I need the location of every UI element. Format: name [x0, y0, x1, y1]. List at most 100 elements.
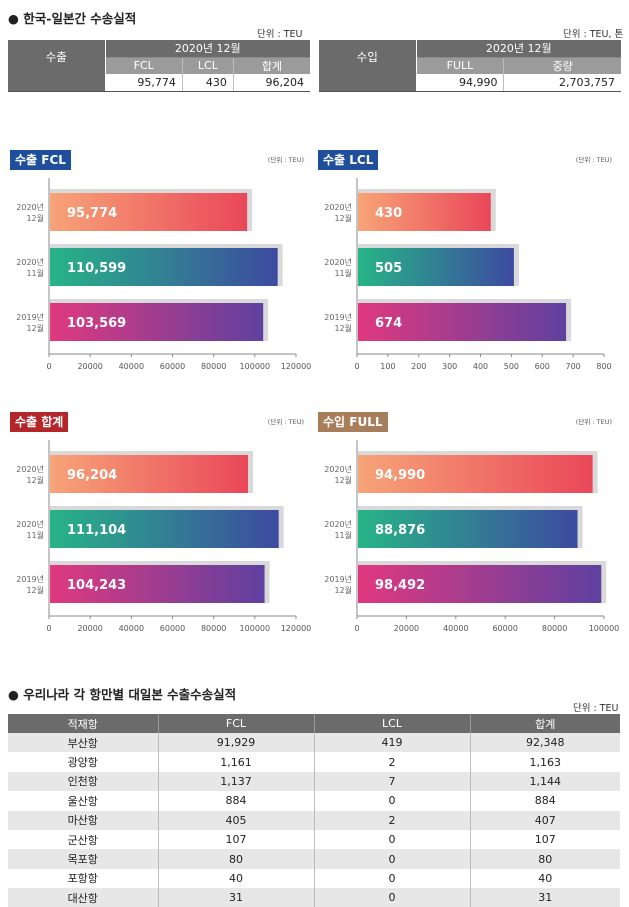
section-title-korea-japan: ● 한국-일본간 수송실적 — [8, 11, 137, 26]
cell-total: 1,144 — [470, 771, 620, 792]
cell-total: 80 — [470, 849, 620, 869]
category-label: 2019년 — [324, 312, 352, 322]
category-label: 2020년 — [16, 257, 44, 267]
ports-table: 적재항 FCL LCL 합계 부산항 91,929 419 92,348 광양항 1,16… — [8, 714, 620, 907]
chart-export-total: 수출 합계 (단위 : TEU) 0 20000 40000 60000 80000 10… — [10, 412, 312, 642]
cell-port: 포항항 — [8, 868, 159, 889]
import-label: 수입 — [319, 40, 417, 74]
export-header-fcl: FCL — [105, 57, 183, 74]
bar — [50, 303, 264, 341]
category-label: 11월 — [26, 530, 44, 540]
category-label: 12월 — [26, 585, 44, 595]
chart-unit-label: (단위 : TEU) — [575, 418, 612, 426]
x-tick-label: 100000 — [240, 362, 271, 371]
bar-data-label: 104,243 — [67, 578, 126, 593]
x-tick-label: 60000 — [160, 624, 185, 633]
table-row: 마산항 405 2 407 — [8, 810, 620, 830]
chart-badge: 수입 FULL — [318, 412, 388, 432]
table-row: 광양항 1,161 2 1,163 — [8, 752, 620, 772]
import-period: 2020년 12월 — [416, 40, 621, 58]
category-label: 2019년 — [16, 574, 44, 584]
x-tick-label: 800 — [596, 362, 611, 371]
chart-badge: 수출 합계 — [10, 412, 69, 432]
ports-header-lcl: LCL — [314, 714, 471, 733]
x-tick-label: 60000 — [492, 624, 517, 633]
x-tick-label: 80000 — [542, 624, 567, 633]
cell-lcl: 419 — [314, 733, 471, 753]
category-label: 11월 — [334, 530, 352, 540]
bar-data-label: 88,876 — [375, 523, 425, 538]
cell-total: 31 — [470, 888, 620, 907]
x-tick-label: 0 — [354, 362, 359, 371]
ports-unit-label: 단위 : TEU — [573, 703, 619, 714]
bar-data-label: 111,104 — [67, 523, 126, 538]
bar — [50, 455, 249, 493]
x-tick-label: 600 — [535, 362, 550, 371]
chart-unit-label: (단위 : TEU) — [575, 156, 612, 164]
import-summary-table: 수입 2020년 12월 FULL 중량 94,990 2,703,757 — [319, 40, 621, 92]
chart-unit-label: (단위 : TEU) — [267, 156, 304, 164]
chart-plot: 0 20000 40000 60000 80000 100000 120000 96,204 2… — [16, 440, 312, 633]
table-row: 부산항 91,929 419 92,348 — [8, 733, 620, 753]
x-tick-label: 300 — [442, 362, 457, 371]
ports-header-total: 합계 — [470, 714, 620, 733]
cell-fcl: 91,929 — [158, 733, 315, 753]
cell-port: 광양항 — [8, 752, 159, 772]
chart-export-lcl: 수출 LCL (단위 : TEU) 0 100 200 300 400 500 600 700… — [318, 150, 618, 380]
chart-plot: 0 20000 40000 60000 80000 10000094,9902020년12… — [324, 440, 620, 633]
ports-header-fcl: FCL — [158, 714, 315, 733]
category-label: 12월 — [334, 213, 352, 223]
x-tick-label: 0 — [354, 624, 359, 633]
bar-data-label: 94,990 — [375, 468, 425, 483]
category-label: 2020년 — [16, 464, 44, 474]
category-label: 12월 — [334, 585, 352, 595]
cell-lcl: 0 — [314, 868, 471, 889]
cell-fcl: 1,137 — [158, 771, 315, 792]
category-label: 12월 — [334, 475, 352, 485]
export-value-lcl: 430 — [182, 74, 234, 92]
cell-port: 부산항 — [8, 733, 159, 753]
cell-total: 1,163 — [470, 752, 620, 772]
category-label: 2020년 — [324, 257, 352, 267]
cell-port: 마산항 — [8, 810, 159, 830]
chart-badge: 수출 FCL — [10, 150, 71, 170]
bar — [358, 303, 567, 341]
bar-data-label: 110,599 — [67, 261, 126, 276]
export-period: 2020년 12월 — [105, 40, 310, 58]
category-label: 11월 — [26, 268, 44, 278]
x-tick-label: 60000 — [160, 362, 185, 371]
import-label-filler — [319, 74, 417, 92]
x-tick-label: 120000 — [281, 624, 312, 633]
category-label: 2020년 — [324, 519, 352, 529]
chart-plot: 0 20000 40000 60000 80000 100000 120000 95,774 2… — [16, 178, 311, 371]
cell-lcl: 0 — [314, 849, 471, 869]
x-tick-label: 20000 — [77, 362, 102, 371]
x-tick-label: 100 — [380, 362, 395, 371]
category-label: 2020년 — [324, 202, 352, 212]
x-tick-label: 20000 — [394, 624, 419, 633]
export-value-total: 96,204 — [233, 74, 310, 92]
export-label-filler — [8, 74, 106, 92]
x-tick-label: 500 — [504, 362, 519, 371]
bar — [358, 565, 602, 603]
cell-lcl: 2 — [314, 752, 471, 772]
x-tick-label: 80000 — [201, 362, 226, 371]
table-row: 목포항 80 0 80 — [8, 849, 620, 869]
x-tick-label: 20000 — [77, 624, 102, 633]
cell-lcl: 0 — [314, 888, 471, 907]
cell-fcl: 405 — [158, 810, 315, 830]
category-label: 11월 — [334, 268, 352, 278]
chart-badge: 수출 LCL — [318, 150, 379, 170]
x-tick-label: 100000 — [589, 624, 620, 633]
bar — [50, 510, 279, 548]
chart-export-fcl: 수출 FCL (단위 : TEU) 0 20000 40000 60000 80000 1… — [10, 150, 311, 380]
category-label: 2019년 — [16, 312, 44, 322]
export-value-fcl: 95,774 — [105, 74, 183, 92]
cell-lcl: 0 — [314, 829, 471, 850]
table-row: 대산항 31 0 31 — [8, 888, 620, 907]
bar — [358, 510, 578, 548]
section-title-ports: ● 우리나라 각 항만별 대일본 수출수송실적 — [8, 687, 237, 702]
table-row: 인천항 1,137 7 1,144 — [8, 771, 620, 792]
import-unit-label: 단위 : TEU, 톤 — [563, 29, 624, 40]
x-tick-label: 0 — [46, 362, 51, 371]
